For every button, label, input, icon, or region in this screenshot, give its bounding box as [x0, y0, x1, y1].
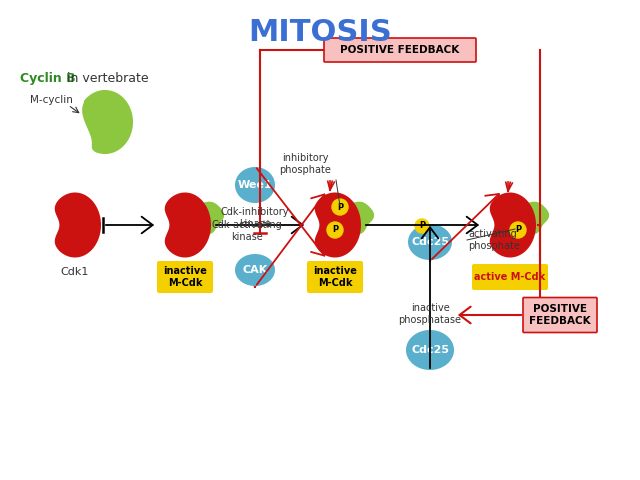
Text: P: P: [332, 226, 338, 235]
Text: inhibitory
phosphate: inhibitory phosphate: [279, 154, 331, 175]
Text: Cdk1: Cdk1: [61, 267, 89, 277]
FancyBboxPatch shape: [523, 298, 597, 333]
Text: Cdc25: Cdc25: [411, 345, 449, 355]
Text: inactive
M-Cdk: inactive M-Cdk: [163, 266, 207, 288]
Text: P: P: [337, 203, 343, 212]
Polygon shape: [408, 224, 452, 260]
Text: activating
phosphate: activating phosphate: [468, 229, 520, 251]
Text: Cdc25: Cdc25: [411, 237, 449, 247]
Text: inactive
M-Cdk: inactive M-Cdk: [313, 266, 357, 288]
Text: POSITIVE
FEEDBACK: POSITIVE FEEDBACK: [529, 304, 591, 326]
Text: Wee1: Wee1: [237, 180, 272, 190]
Circle shape: [327, 222, 343, 238]
Polygon shape: [55, 192, 101, 257]
FancyBboxPatch shape: [157, 261, 213, 293]
Text: active M-Cdk: active M-Cdk: [474, 272, 546, 282]
Polygon shape: [82, 90, 133, 154]
Polygon shape: [235, 254, 275, 286]
Text: POSITIVE FEEDBACK: POSITIVE FEEDBACK: [340, 45, 460, 55]
Circle shape: [510, 222, 526, 238]
FancyBboxPatch shape: [472, 264, 548, 290]
Circle shape: [332, 199, 348, 215]
Text: Cdk-inhibitory
kinase: Cdk-inhibitory kinase: [221, 207, 289, 228]
Text: P: P: [419, 221, 425, 230]
Text: MITOSIS: MITOSIS: [248, 18, 392, 47]
Text: CAK: CAK: [243, 265, 268, 275]
Polygon shape: [235, 167, 275, 203]
Text: P: P: [515, 226, 521, 235]
Text: Cyclin B: Cyclin B: [20, 72, 76, 85]
FancyBboxPatch shape: [307, 261, 363, 293]
Polygon shape: [406, 330, 454, 370]
Text: in vertebrate: in vertebrate: [63, 72, 148, 85]
Polygon shape: [512, 202, 549, 235]
Polygon shape: [164, 192, 211, 257]
Polygon shape: [315, 192, 361, 257]
Polygon shape: [490, 192, 536, 257]
Text: inactive
phosphatase: inactive phosphatase: [399, 303, 461, 325]
Text: M-cyclin: M-cyclin: [30, 95, 73, 105]
Polygon shape: [187, 202, 224, 235]
Text: Cdk-activating
kinase: Cdk-activating kinase: [212, 220, 282, 242]
Circle shape: [415, 219, 429, 233]
FancyBboxPatch shape: [324, 38, 476, 62]
Polygon shape: [337, 202, 374, 235]
